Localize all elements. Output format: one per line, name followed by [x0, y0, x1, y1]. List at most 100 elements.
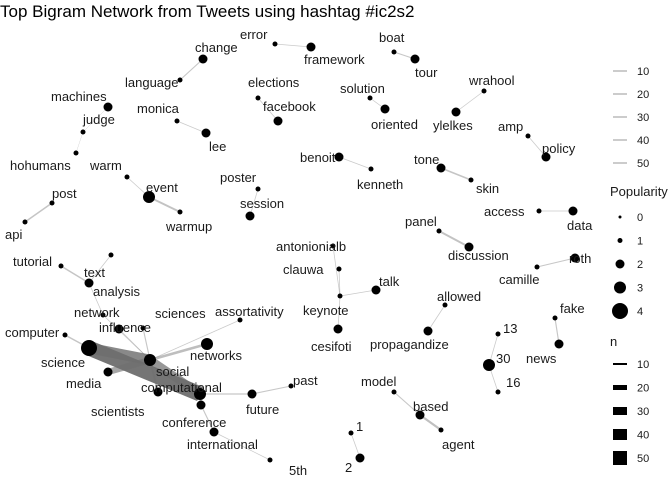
node-n13 [495, 331, 501, 337]
legend-popularity-title: Popularity [610, 184, 668, 199]
node-kenneth [368, 166, 374, 172]
node-roth [570, 253, 580, 263]
network-nodes [22, 41, 580, 463]
node-conference [196, 400, 206, 410]
node-amp [525, 133, 531, 139]
node-label-warm: warm [89, 158, 122, 173]
node-label-antonionialb: antonionialb [276, 239, 346, 254]
node-agent [438, 427, 444, 433]
node-boat [391, 49, 397, 55]
node-label-keynote: keynote [303, 303, 349, 318]
node-past [288, 383, 294, 389]
legend-popularity-swatch [614, 281, 626, 294]
node-label-sciences: sciences [155, 306, 206, 321]
node-label-judge: judge [82, 112, 115, 127]
node-label-ylelkes: ylelkes [433, 118, 473, 133]
node-warmup [177, 209, 183, 215]
node-antonionialb [330, 243, 336, 249]
node-labels: change language error framework boat tour mach… [5, 27, 593, 478]
node-label-policy: policy [542, 141, 576, 156]
node-label-media: media [66, 376, 102, 391]
node-label-boat: boat [379, 30, 405, 45]
node-label-cesifoti: cesifoti [311, 339, 352, 354]
node-label-text: text [84, 265, 105, 280]
node-clauwa [336, 266, 342, 272]
node-label-skin: skin [476, 181, 499, 196]
legend-popularity: Popularity 0 1 2 3 4 [610, 184, 668, 319]
node-discussion [464, 242, 474, 252]
node-label-wrahool: wrahool [468, 73, 515, 88]
legend-n-label: 10 [637, 359, 649, 371]
node-label-fifth: 5th [289, 463, 307, 478]
edge-future-past [251, 385, 292, 395]
edge-tone-skin [440, 167, 472, 181]
node-solution [367, 95, 373, 101]
edge-clauwa-keynote [338, 268, 341, 297]
node-label-allowed: allowed [437, 289, 481, 304]
node-text [108, 252, 114, 258]
node-label-data: data [567, 218, 593, 233]
node-scientists [153, 387, 163, 397]
node-label-assortativity: assortativity [215, 304, 284, 319]
edge-social-assortativity [149, 319, 241, 361]
node-media [103, 367, 113, 377]
node-framework [306, 42, 316, 52]
node-allowed [442, 302, 448, 308]
node-benoit [334, 152, 344, 162]
node-monica [174, 118, 180, 124]
node-label-past: past [293, 373, 318, 388]
node-label-roth: roth [569, 251, 591, 266]
edge-post-api [24, 202, 53, 223]
node-label-analysis: analysis [93, 284, 140, 299]
chart-title: Top Bigram Network from Tweets using has… [0, 2, 415, 21]
node-session [245, 211, 255, 221]
node-international [209, 427, 219, 437]
node-label-computational: computational [141, 380, 222, 395]
node-lee [201, 128, 211, 138]
node-ylelkes [451, 107, 461, 117]
node-facebook [273, 116, 283, 126]
node-wrahool [481, 88, 487, 94]
legend-popularity-label: 3 [637, 283, 643, 295]
node-label-scientists: scientists [91, 404, 145, 419]
node-label-facebook: facebook [263, 99, 316, 114]
node-label-monica: monica [137, 101, 180, 116]
node-social [144, 354, 156, 366]
node-label-session: session [240, 196, 284, 211]
node-label-oriented: oriented [371, 117, 418, 132]
edge-keynote-cesifoti [337, 295, 341, 330]
node-label-access: access [484, 204, 525, 219]
edge-monica-lee [176, 120, 207, 134]
node-future [247, 389, 257, 399]
legend: 10 20 30 40 50 Popularity 0 1 2 3 4 n 10 20 30 40 50 [610, 66, 668, 465]
edge-computational-social [147, 356, 203, 398]
edge-social-network [102, 314, 151, 361]
node-label-based: based [413, 399, 448, 414]
edge-wrahool-ylelkes [455, 90, 485, 113]
node-label-machines: machines [51, 89, 107, 104]
legend-edge-line-label: 40 [637, 135, 649, 147]
legend-n-swatch [613, 363, 627, 365]
node-label-news: news [526, 351, 557, 366]
node-label-change: change [195, 40, 238, 55]
legend-n-label: 30 [637, 406, 649, 418]
node-label-warmup: warmup [165, 219, 212, 234]
node-networks [201, 338, 213, 350]
node-oriented [380, 104, 390, 114]
edge-benoit-kenneth [338, 156, 372, 170]
node-label-tutorial: tutorial [13, 254, 52, 269]
node-based [415, 410, 425, 420]
node-label-science: science [41, 355, 85, 370]
legend-edge-line-label: 10 [637, 66, 649, 78]
node-label-solution: solution [340, 81, 385, 96]
node-error [272, 41, 278, 47]
legend-n-label: 40 [637, 430, 649, 442]
edge-social-networks [149, 342, 208, 362]
legend-edge-line-label: 30 [637, 112, 649, 124]
edge-international-fifth [213, 431, 271, 461]
node-label-n16: 16 [506, 375, 520, 390]
legend-n-swatch [613, 385, 627, 390]
node-label-lee: lee [209, 139, 226, 154]
node-computational [194, 388, 206, 400]
